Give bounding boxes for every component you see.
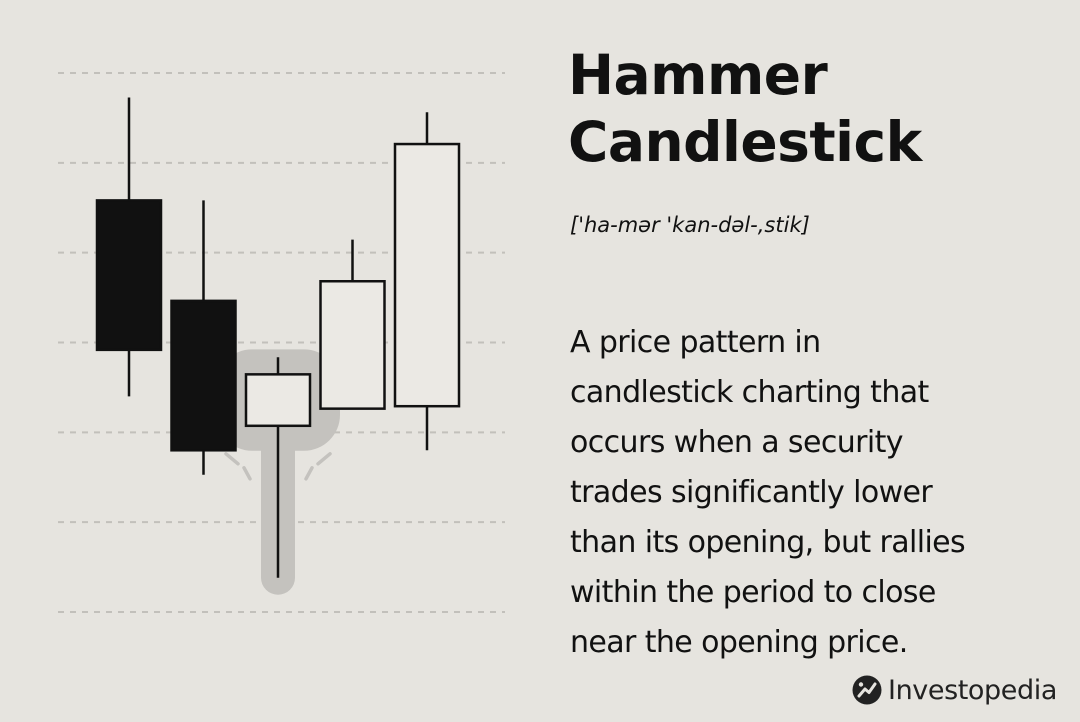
investopedia-logo-icon bbox=[852, 675, 882, 705]
title-line-2: Candlestick bbox=[568, 109, 922, 176]
page-title: Hammer Candlestick bbox=[568, 42, 922, 176]
definition-line: within the period to close bbox=[570, 568, 965, 618]
emphasis-tick bbox=[244, 468, 250, 479]
candle bbox=[321, 240, 385, 409]
candlestick-chart bbox=[0, 0, 540, 722]
emphasis-tick bbox=[318, 454, 330, 464]
bullish-candle-body bbox=[321, 281, 385, 408]
definition: A price pattern in candlestick charting … bbox=[570, 318, 965, 668]
emphasis-tick bbox=[306, 468, 312, 479]
brand-name: Investopedia bbox=[888, 675, 1057, 706]
definition-line: trades significantly lower bbox=[570, 468, 965, 518]
bullish-candle-body bbox=[395, 144, 459, 406]
pronunciation: ['ha-mər 'kan-dəl-,stik] bbox=[570, 213, 810, 237]
bullish-candle-body bbox=[246, 374, 310, 425]
candle bbox=[246, 357, 310, 578]
candles bbox=[97, 98, 459, 578]
candle bbox=[395, 112, 459, 450]
definition-line: than its opening, but rallies bbox=[570, 518, 965, 568]
candle bbox=[97, 98, 161, 397]
bearish-candle-body bbox=[172, 301, 236, 450]
title-line-1: Hammer bbox=[568, 42, 922, 109]
emphasis-tick bbox=[226, 454, 238, 464]
brand-logo[interactable]: Investopedia bbox=[852, 672, 1057, 708]
definition-line: near the opening price. bbox=[570, 618, 965, 668]
candle bbox=[172, 200, 236, 474]
definition-line: occurs when a security bbox=[570, 418, 965, 468]
definition-line: candlestick charting that bbox=[570, 368, 965, 418]
definition-line: A price pattern in bbox=[570, 318, 965, 368]
bearish-candle-body bbox=[97, 200, 161, 349]
